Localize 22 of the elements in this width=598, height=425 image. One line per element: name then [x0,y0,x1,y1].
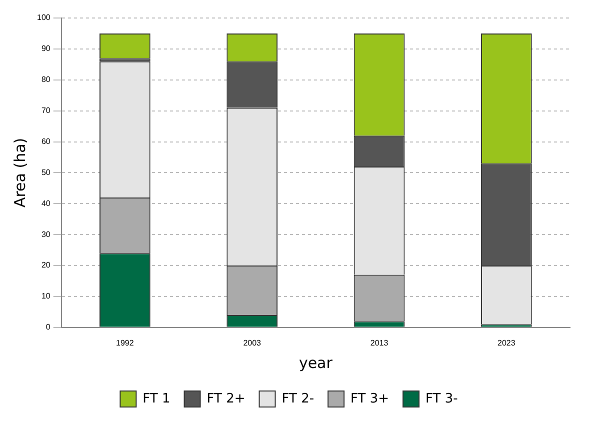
y-axis-title: Area (ha) [10,138,29,208]
x-tick-label: 2003 [243,338,262,348]
legend-label: FT 2+ [206,391,246,406]
y-tick-label: 90 [41,44,51,54]
x-tick-label: 2023 [498,338,516,348]
x-tick-label: 2013 [370,338,389,348]
y-tick-label: 20 [41,260,51,270]
y-tick-label: 0 [46,322,51,332]
legend-label: FT 3+ [350,391,390,406]
y-tick-label: 70 [41,106,51,116]
x-axis-title: year [298,354,334,372]
legend-label: FT 3- [426,391,458,406]
x-tick-label: 1992 [116,338,134,348]
y-tick-label: 100 [36,13,51,22]
y-tick-label: 40 [41,198,51,208]
y-tick-label: 80 [41,75,51,84]
y-tick-label: 30 [41,230,51,239]
y-tick-label: 10 [41,292,51,301]
y-tick-label: 50 [41,168,51,177]
legend-label: FT 1 [142,391,170,406]
y-tick-label: 60 [41,136,51,146]
legend-label: FT 2- [282,391,314,406]
